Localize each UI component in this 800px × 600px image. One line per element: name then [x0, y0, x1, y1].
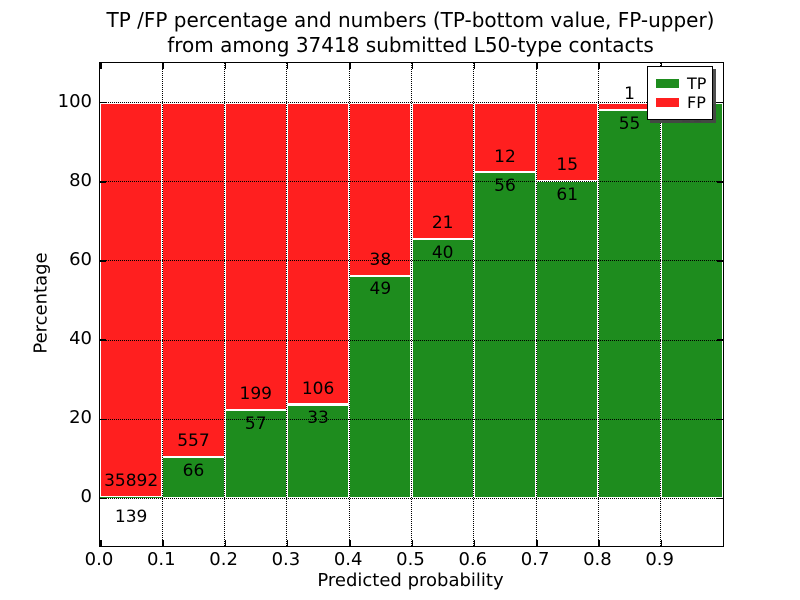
- legend-label-tp: TP: [687, 74, 707, 93]
- tp-bar-segment: [100, 496, 163, 499]
- x-tick-label: 0.4: [333, 549, 363, 570]
- tp-bar-segment: [411, 238, 474, 499]
- x-gridline: [660, 63, 662, 546]
- x-gridline: [224, 63, 226, 546]
- x-gridline: [597, 63, 599, 546]
- x-tick-label: 0.1: [146, 549, 176, 570]
- legend-label-fp: FP: [687, 93, 706, 112]
- tp-bar-segment: [349, 275, 412, 499]
- fp-bar-segment: [473, 102, 537, 173]
- x-tick-mark: [473, 63, 476, 69]
- y-tick-mark: [717, 260, 723, 262]
- x-tick-mark: [286, 540, 289, 546]
- x-tick-mark: [224, 63, 227, 69]
- x-tick-mark: [411, 63, 413, 69]
- x-tick-label: 0.2: [209, 549, 238, 570]
- x-tick-mark: [224, 540, 227, 546]
- y-tick-mark: [100, 339, 106, 341]
- chart-title-line2: from among 37418 submitted L50-type cont…: [167, 33, 654, 57]
- fp-bar-segment: [286, 102, 350, 405]
- plot-area: 35892 139 557 66 199 57 106 33 38 49 21 40 12 56 15 61 1…: [99, 62, 724, 547]
- legend: TP FP: [647, 66, 713, 120]
- y-tick-mark: [100, 418, 106, 421]
- x-tick-mark: [660, 540, 663, 546]
- y-tick-mark: [100, 101, 106, 104]
- legend-item-tp: TP: [656, 74, 707, 93]
- x-tick-label: 0.7: [520, 549, 550, 570]
- y-tick-mark: [100, 260, 106, 262]
- fp-bar-segment: [100, 102, 163, 497]
- y-tick-mark: [100, 181, 106, 183]
- x-tick-mark: [100, 63, 102, 69]
- y-tick-label: 0: [80, 486, 92, 508]
- x-tick-label: 0.3: [271, 549, 301, 570]
- fp-bar-segment: [349, 102, 412, 276]
- y-tick-mark: [717, 101, 723, 104]
- x-tick-mark: [349, 63, 351, 69]
- x-tick-label: 0.6: [458, 549, 488, 570]
- tp-bar-segment: [224, 410, 287, 499]
- x-tick-mark: [598, 540, 600, 546]
- y-tick-mark: [717, 497, 723, 500]
- tp-count-label: 139: [114, 507, 148, 528]
- fp-bar-segment: [411, 102, 474, 239]
- fp-bar-segment: [536, 102, 599, 181]
- legend-item-fp: FP: [656, 93, 706, 112]
- tp-swatch-icon: [656, 79, 679, 88]
- y-tick-mark: [100, 497, 106, 500]
- x-tick-mark: [349, 540, 351, 546]
- x-axis-label: Predicted probability: [317, 570, 504, 591]
- x-gridline: [411, 63, 412, 546]
- x-tick-mark: [536, 63, 538, 69]
- tp-bar-segment: [598, 109, 661, 499]
- x-gridline: [535, 63, 537, 546]
- y-tick-label: 100: [57, 90, 92, 112]
- chart-title: TP /FP percentage and numbers (TP-bottom…: [99, 8, 722, 58]
- y-tick-label: 20: [69, 407, 92, 429]
- y-tick-mark: [717, 418, 723, 421]
- x-tick-mark: [286, 63, 289, 69]
- x-tick-label: 0.9: [645, 549, 674, 570]
- y-tick-mark: [717, 339, 723, 341]
- x-tick-mark: [598, 63, 600, 69]
- x-tick-mark: [473, 540, 476, 546]
- fp-bar-segment: [162, 102, 225, 457]
- y-tick-label: 60: [69, 248, 92, 270]
- tp-bar-segment: [660, 102, 723, 499]
- x-tick-label: 0.5: [396, 549, 425, 570]
- tp-bar-segment: [536, 180, 599, 499]
- x-tick-mark: [100, 540, 102, 546]
- x-tick-label: 0.0: [84, 549, 114, 570]
- tp-bar-segment: [162, 456, 225, 499]
- x-gridline: [348, 63, 350, 546]
- x-gridline: [161, 63, 163, 546]
- x-tick-mark: [411, 540, 413, 546]
- x-tick-mark: [536, 540, 538, 546]
- y-tick-mark: [717, 181, 723, 183]
- tp-bar-segment: [473, 172, 537, 499]
- x-gridline: [473, 63, 475, 546]
- y-tick-label: 40: [69, 328, 92, 350]
- x-tick-label: 0.8: [583, 549, 612, 570]
- chart-title-line1: TP /FP percentage and numbers (TP-bottom…: [106, 8, 715, 32]
- x-tick-mark: [162, 63, 164, 69]
- y-tick-label: 80: [69, 169, 92, 191]
- fp-bar-segment: [224, 102, 287, 411]
- fp-swatch-icon: [656, 98, 679, 107]
- x-gridline: [286, 63, 288, 546]
- x-tick-mark: [162, 540, 164, 546]
